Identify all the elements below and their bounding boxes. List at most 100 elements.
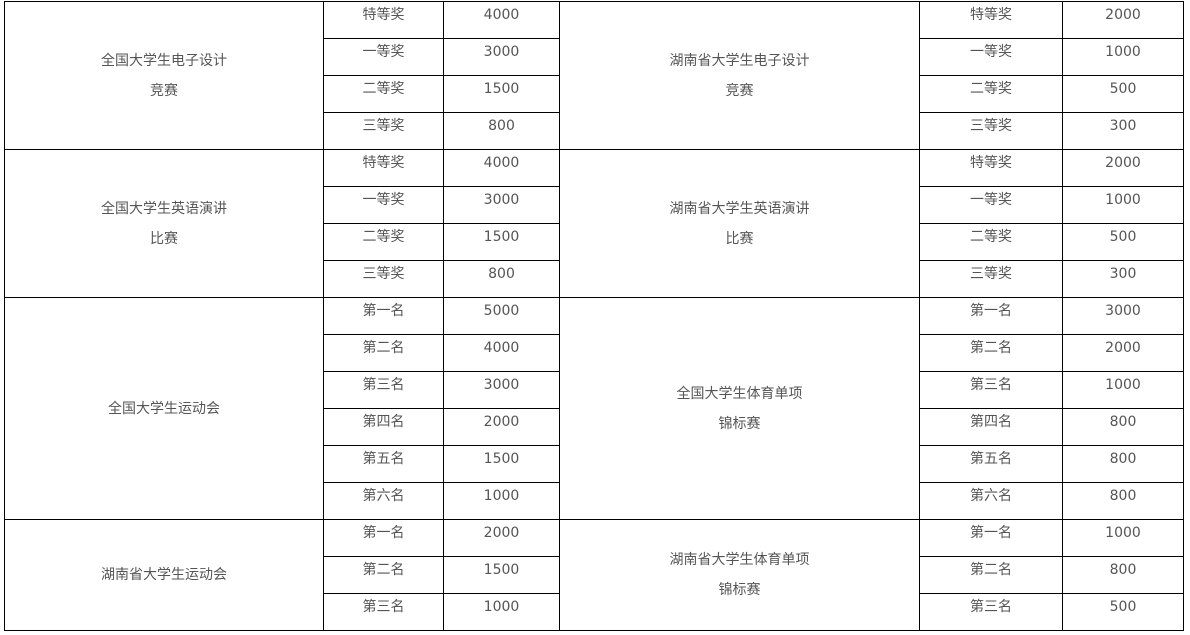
award-level: 第三名 bbox=[919, 593, 1063, 631]
competition-name: 湖南省大学生英语演讲 比赛 bbox=[559, 149, 920, 298]
award-amount: 3000 bbox=[443, 186, 560, 224]
table-row: 全国大学生运动会 第一名 5000 全国大学生体育单项 锦标赛 第一名 3000 bbox=[4, 297, 1184, 520]
award-amount: 1000 bbox=[1062, 38, 1184, 76]
award-level: 特等奖 bbox=[919, 1, 1063, 39]
award-amount: 3000 bbox=[443, 371, 560, 409]
award-level: 第一名 bbox=[919, 297, 1063, 335]
award-amount: 1500 bbox=[443, 75, 560, 113]
award-level: 第二名 bbox=[919, 334, 1063, 372]
table-row: 湖南省大学生运动会 第一名 2000 湖南省大学生体育单项 锦标赛 第一名 1000 bbox=[4, 519, 1184, 631]
award-amount: 5000 bbox=[443, 297, 560, 335]
award-table: 全国大学生电子设计 竞赛 特等奖 4000 湖南省大学生电子设计 竞赛 特等奖 2000 一等奖… bbox=[4, 1, 1184, 631]
award-level: 三等奖 bbox=[323, 260, 444, 298]
award-amount: 2000 bbox=[1062, 1, 1184, 39]
award-level: 二等奖 bbox=[323, 223, 444, 261]
award-level: 二等奖 bbox=[323, 75, 444, 113]
award-level: 特等奖 bbox=[919, 149, 1063, 187]
competition-name-line: 锦标赛 bbox=[718, 582, 761, 598]
award-level: 第一名 bbox=[919, 519, 1063, 557]
award-level: 特等奖 bbox=[323, 149, 444, 187]
award-amount: 300 bbox=[1062, 260, 1184, 298]
competition-name: 全国大学生英语演讲 比赛 bbox=[4, 149, 324, 298]
award-amount: 500 bbox=[1062, 223, 1184, 261]
award-level: 三等奖 bbox=[323, 112, 444, 150]
award-level: 第四名 bbox=[323, 408, 444, 446]
award-level: 第三名 bbox=[323, 593, 444, 631]
competition-name-line: 比赛 bbox=[725, 230, 754, 247]
table-row: 第六名 1000 第六名 800 bbox=[5, 482, 1184, 520]
award-level: 第三名 bbox=[323, 371, 444, 409]
award-level: 第六名 bbox=[323, 482, 444, 520]
award-level: 三等奖 bbox=[919, 112, 1063, 150]
award-level: 第四名 bbox=[919, 408, 1063, 446]
competition-name: 全国大学生电子设计 竞赛 bbox=[4, 1, 324, 150]
award-amount: 800 bbox=[1062, 482, 1184, 520]
competition-name-line: 比赛 bbox=[150, 230, 178, 247]
award-level: 第五名 bbox=[919, 445, 1063, 483]
award-level: 第二名 bbox=[323, 556, 444, 594]
award-amount: 2000 bbox=[1062, 149, 1184, 187]
award-level: 第一名 bbox=[323, 519, 444, 557]
award-amount: 800 bbox=[1062, 556, 1184, 594]
table-row: 第三名 3000 第三名 1000 bbox=[5, 371, 1184, 409]
competition-name-line: 竞赛 bbox=[725, 82, 754, 99]
award-level: 第二名 bbox=[919, 556, 1063, 594]
award-amount: 1500 bbox=[443, 223, 560, 261]
table-row: 第二名 1500 第二名 800 bbox=[5, 556, 1184, 594]
competition-name: 湖南省大学生运动会 bbox=[4, 519, 324, 631]
competition-name-line: 全国大学生运动会 bbox=[108, 400, 220, 417]
award-level: 第一名 bbox=[323, 297, 444, 335]
award-amount: 1500 bbox=[443, 556, 560, 594]
table-row: 第三名 1000 第三名 500 bbox=[5, 593, 1184, 631]
award-amount: 800 bbox=[1062, 445, 1184, 483]
competition-name-line: 湖南省大学生体育单项 bbox=[669, 552, 810, 568]
competition-name-line: 湖南省大学生运动会 bbox=[101, 567, 227, 583]
award-amount: 3000 bbox=[443, 38, 560, 76]
award-amount: 800 bbox=[443, 260, 560, 298]
award-level: 第二名 bbox=[323, 334, 444, 372]
table-row: 一等奖 3000 一等奖 1000 bbox=[5, 38, 1184, 76]
table-row: 第二名 4000 第二名 2000 bbox=[5, 334, 1184, 372]
table-row: 二等奖 1500 二等奖 500 bbox=[5, 75, 1184, 113]
award-amount: 800 bbox=[443, 112, 560, 150]
award-amount: 1000 bbox=[443, 593, 560, 631]
award-level: 三等奖 bbox=[919, 260, 1063, 298]
award-level: 第六名 bbox=[919, 482, 1063, 520]
award-amount: 800 bbox=[1062, 408, 1184, 446]
competition-name: 全国大学生体育单项 锦标赛 bbox=[559, 297, 920, 520]
award-level: 特等奖 bbox=[323, 1, 444, 39]
award-amount: 4000 bbox=[443, 334, 560, 372]
table-row: 三等奖 800 三等奖 300 bbox=[5, 112, 1184, 150]
table-row: 二等奖 1500 二等奖 500 bbox=[5, 223, 1184, 261]
competition-name: 湖南省大学生电子设计 竞赛 bbox=[559, 1, 920, 150]
competition-name-line: 全国大学生体育单项 bbox=[676, 385, 803, 402]
award-amount: 3000 bbox=[1062, 297, 1184, 335]
award-level: 二等奖 bbox=[919, 75, 1063, 113]
competition-name-line: 全国大学生英语演讲 bbox=[101, 200, 227, 217]
award-level: 第五名 bbox=[323, 445, 444, 483]
award-level: 一等奖 bbox=[323, 38, 444, 76]
award-amount: 500 bbox=[1062, 593, 1184, 631]
award-level: 第三名 bbox=[919, 371, 1063, 409]
table-row: 全国大学生英语演讲 比赛 特等奖 4000 湖南省大学生英语演讲 比赛 特等奖 2000 bbox=[4, 149, 1184, 298]
award-amount: 4000 bbox=[443, 1, 560, 39]
award-level: 一等奖 bbox=[919, 38, 1063, 76]
award-amount: 2000 bbox=[443, 519, 560, 557]
award-amount: 300 bbox=[1062, 112, 1184, 150]
award-amount: 1000 bbox=[1062, 371, 1184, 409]
award-amount: 1000 bbox=[1062, 519, 1184, 557]
award-level: 一等奖 bbox=[919, 186, 1063, 224]
competition-name: 湖南省大学生体育单项 锦标赛 bbox=[559, 519, 920, 631]
award-amount: 1000 bbox=[443, 482, 560, 520]
award-amount: 2000 bbox=[1062, 334, 1184, 372]
award-amount: 2000 bbox=[443, 408, 560, 446]
table-row: 一等奖 3000 一等奖 1000 bbox=[5, 186, 1184, 224]
competition-name-line: 锦标赛 bbox=[718, 415, 761, 432]
award-amount: 4000 bbox=[443, 149, 560, 187]
competition-name-line: 全国大学生电子设计 bbox=[101, 52, 227, 69]
competition-name-line: 湖南省大学生电子设计 bbox=[669, 52, 810, 69]
competition-name-line: 竞赛 bbox=[150, 82, 178, 99]
award-level: 一等奖 bbox=[323, 186, 444, 224]
award-amount: 1000 bbox=[1062, 186, 1184, 224]
competition-name-line: 湖南省大学生英语演讲 bbox=[669, 200, 810, 217]
